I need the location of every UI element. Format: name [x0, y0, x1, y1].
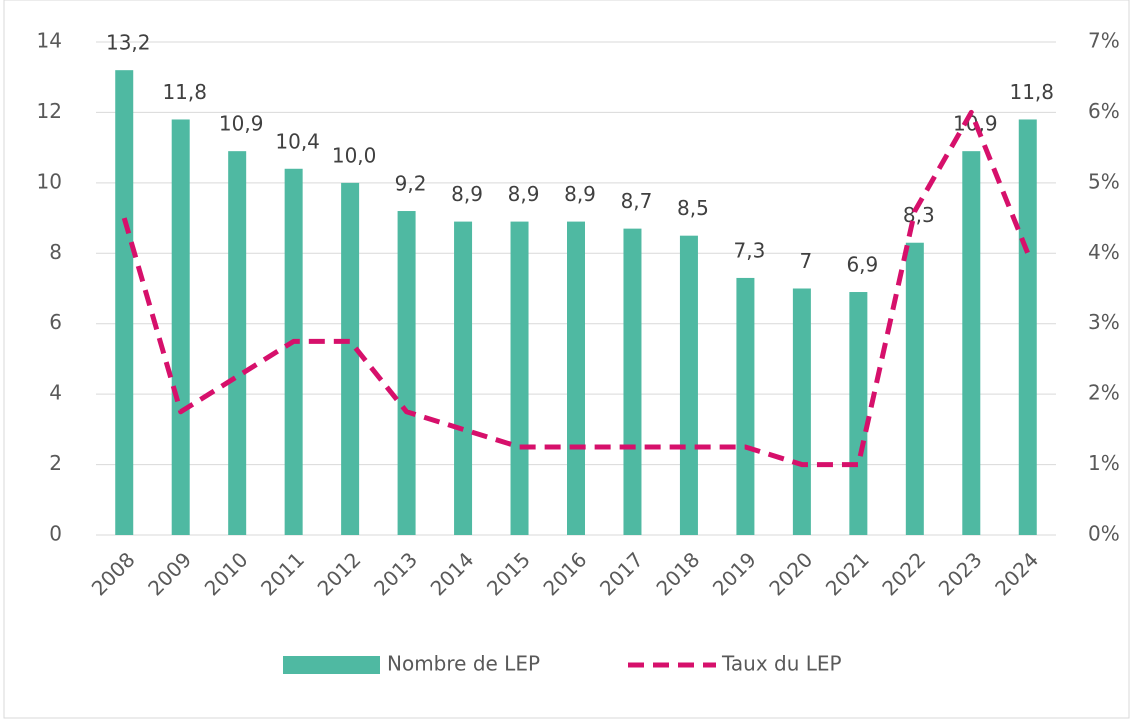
value-label: 11,8: [162, 80, 207, 104]
bar: [397, 211, 416, 535]
bar: [792, 288, 811, 535]
value-label: 9,2: [395, 172, 427, 196]
value-label: 8,9: [508, 182, 540, 206]
x-tick-label: 2021: [821, 547, 874, 600]
y-tick-label: 0: [49, 522, 62, 546]
x-tick-label: 2016: [538, 547, 591, 600]
y-tick-label: 2: [49, 451, 62, 475]
bar: [962, 151, 981, 535]
value-label: 6,9: [846, 253, 878, 277]
line: [121, 109, 1031, 468]
y2-tick-label: 5%: [1088, 169, 1120, 193]
value-label: 8,7: [621, 189, 653, 213]
value-label: 8,9: [451, 182, 483, 206]
bar: [454, 221, 473, 536]
legend-label: Taux du LEP: [721, 652, 842, 676]
x-tick-label: 2013: [369, 547, 422, 600]
x-tick-label: 2019: [708, 547, 761, 600]
y-tick-label: 14: [37, 29, 62, 53]
x-tick-label: 2024: [990, 547, 1043, 600]
bar: [736, 277, 755, 535]
chart-frame: [3, 0, 1130, 719]
x-tick-label: 2022: [877, 547, 930, 600]
bar: [679, 235, 698, 535]
y-tick-label: 6: [49, 310, 62, 334]
y2-tick-label: 2%: [1088, 381, 1120, 405]
y2-tick-label: 4%: [1088, 240, 1120, 264]
bar: [623, 228, 642, 535]
bar: [1018, 119, 1037, 535]
value-label: 7,3: [734, 238, 766, 262]
y2-tick-label: 1%: [1088, 451, 1120, 475]
x-tick-label: 2009: [143, 547, 196, 600]
bar: [228, 151, 247, 535]
value-label: 10,0: [332, 143, 377, 167]
value-label: 8,5: [677, 196, 709, 220]
value-label: 7: [800, 249, 813, 273]
bar: [510, 221, 529, 536]
value-label: 8,9: [564, 182, 596, 206]
x-tick-label: 2012: [313, 547, 366, 600]
y-tick-label: 8: [49, 240, 62, 264]
x-tick-label: 2014: [426, 547, 479, 600]
x-tick-label: 2023: [934, 547, 987, 600]
y-tick-label: 12: [37, 99, 62, 123]
bar: [849, 292, 868, 535]
value-label: 11,8: [1009, 80, 1054, 104]
y2-tick-label: 3%: [1088, 310, 1120, 334]
x-tick-label: 2011: [256, 547, 309, 600]
x-tick-label: 2008: [87, 547, 140, 600]
x-tick-label: 2018: [651, 547, 704, 600]
bar: [567, 221, 585, 536]
value-label: 10,9: [219, 112, 264, 136]
bar: [341, 182, 360, 535]
y-tick-label: 4: [49, 381, 62, 405]
legend-swatch: [283, 656, 380, 674]
value-label: 10,4: [275, 129, 320, 153]
x-tick-label: 2015: [482, 547, 535, 600]
x-tick-label: 2017: [595, 547, 648, 600]
x-tick-label: 2020: [764, 547, 817, 600]
y2-tick-label: 7%: [1088, 29, 1120, 53]
bar: [115, 70, 134, 536]
bar: [905, 242, 924, 535]
bar: [284, 168, 303, 535]
y-tick-label: 10: [37, 169, 62, 193]
y2-tick-label: 6%: [1088, 99, 1120, 123]
x-tick-label: 2010: [200, 547, 253, 600]
bar: [171, 119, 190, 535]
value-label: 13,2: [106, 31, 151, 55]
y2-tick-label: 0%: [1088, 522, 1120, 546]
legend-label: Nombre de LEP: [387, 652, 540, 676]
